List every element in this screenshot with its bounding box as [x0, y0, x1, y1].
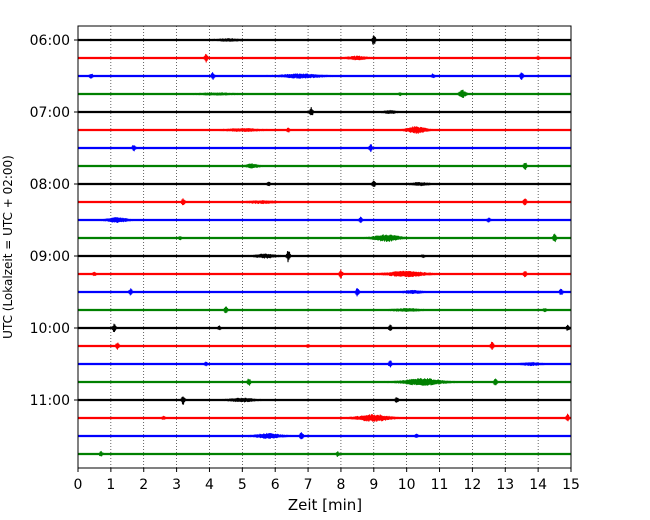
y-tick-label: 08:00: [30, 177, 70, 193]
grid-layer: [110, 26, 539, 468]
y-tick-label: 11:00: [30, 393, 70, 409]
x-tick-label: 5: [238, 477, 247, 493]
x-tick-label: 3: [172, 477, 181, 493]
axis-layer: 0 1 2 3 4 5 6 7 8 9 10 11 12 13 14 1506:0007:0008:0009:…: [30, 33, 580, 493]
x-tick-label: 13: [496, 477, 514, 493]
x-tick-label: 15: [562, 477, 580, 493]
x-axis-label: Zeit [min]: [288, 496, 362, 514]
trace-layer: [77, 35, 572, 458]
plot-frame: [77, 25, 572, 469]
x-tick-label: 0: [74, 477, 83, 493]
x-tick-label: 11: [431, 477, 449, 493]
x-tick-label: 8: [336, 477, 345, 493]
x-tick-label: 2: [139, 477, 148, 493]
x-tick-label: 7: [304, 477, 313, 493]
x-tick-label: 14: [529, 477, 547, 493]
x-tick-label: 9: [369, 477, 378, 493]
y-tick-label: 07:00: [30, 105, 70, 121]
x-tick-label: 4: [205, 477, 214, 493]
y-tick-label: 09:00: [30, 249, 70, 265]
x-tick-label: 1: [106, 477, 115, 493]
x-tick-label: 10: [398, 477, 416, 493]
y-tick-label: 06:00: [30, 33, 70, 49]
y-tick-label: 10:00: [30, 321, 70, 337]
x-tick-label: 12: [463, 477, 481, 493]
x-tick-label: 6: [271, 477, 280, 493]
y-axis-label: UTC (Lokalzeit = UTC + 02:00): [1, 155, 15, 339]
